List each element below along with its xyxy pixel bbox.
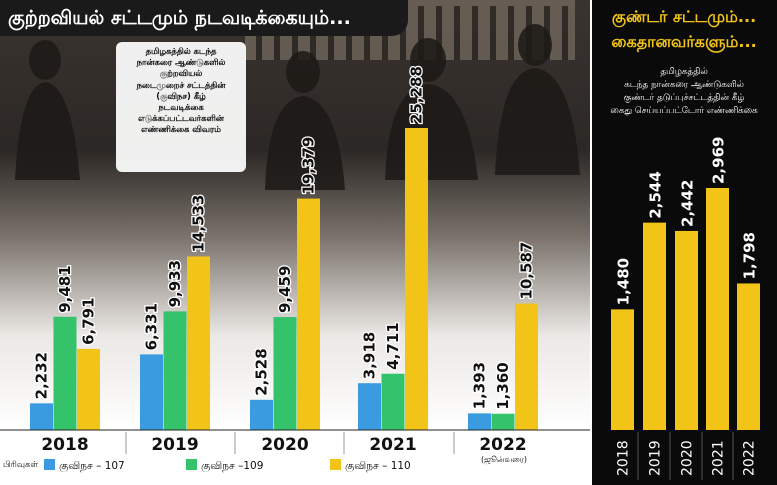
info-line: நான்கரை ஆண்டுகளில் (136, 57, 226, 68)
legend-swatch-blue (44, 459, 55, 470)
bar-2018-green (53, 316, 77, 430)
legend-label: குவிநச – 107 (59, 460, 125, 472)
right-x-tick-2020: 2020 (680, 440, 696, 476)
value-label-2019-green: 9,933 (166, 260, 184, 307)
right-value-labels: 1,480 2,544 2,442 2,969 1,798 (615, 137, 759, 306)
left-value-labels: 2,232 9,481 6,791 6,331 9,933 14,533 2,528 9,45… (31, 65, 537, 411)
value-label-2020-yellow: 19,379 (300, 137, 318, 195)
right-value-label-2021: 2,969 (710, 137, 728, 184)
right-bar-2021 (706, 188, 729, 430)
right-desc-line: கடந்த நான்கரை ஆண்டுகளில் (624, 80, 744, 90)
legend-item-110: குவிநச – 110 (330, 459, 411, 473)
bar-2021-green (381, 373, 405, 430)
right-desc-line: தமிழகத்தில் (660, 67, 708, 77)
right-value-label-2018: 1,480 (615, 258, 633, 305)
legend-swatch-green (186, 459, 197, 470)
bar-2019-yellow (187, 256, 210, 430)
bar-2021-yellow (405, 128, 428, 430)
right-bar-2018 (611, 309, 634, 430)
bar-2020-green (273, 317, 297, 430)
legend-item-107: குவிநச – 107 (44, 459, 125, 473)
info-line: நடவடிக்கை (158, 102, 204, 113)
value-label-2018-blue: 2,232 (33, 352, 51, 399)
value-label-2021-yellow: 25,288 (408, 66, 426, 124)
right-title-line: குண்டர் சட்டமும்... (611, 7, 757, 26)
bar-2019-green (163, 311, 187, 430)
bar-2018-blue (30, 403, 53, 430)
x-tick-2020: 2020 (261, 435, 308, 455)
right-value-label-2019: 2,544 (647, 171, 665, 218)
info-line: (குவிநச) கீழ் (156, 90, 206, 101)
x-tick-2019: 2019 (151, 435, 198, 455)
left-chart: 2,232 9,481 6,791 6,331 9,933 14,533 2,528 9,45… (0, 0, 590, 465)
value-label-2018-green: 9,481 (56, 265, 74, 312)
value-label-2020-blue: 2,528 (253, 348, 271, 395)
info-box: தமிழகத்தில் கடந்த நான்கரை ஆண்டுகளில் குற… (116, 42, 246, 172)
info-line: நடைமுறைச் சட்டத்தின் (136, 79, 226, 90)
value-label-2020-green: 9,459 (276, 266, 294, 313)
bar-2022-green (491, 413, 515, 430)
right-bars (611, 188, 760, 430)
value-label-2019-yellow: 14,533 (190, 195, 208, 253)
right-x-tick-2021: 2021 (711, 440, 727, 476)
axis-band (0, 430, 590, 456)
value-label-2019-blue: 6,331 (143, 303, 161, 350)
x-tick-2018: 2018 (41, 435, 88, 455)
info-line: எண்ணிக்கை விவரம் (141, 124, 221, 135)
bar-2022-blue (468, 413, 491, 430)
note-2022: (ஜூன்வரை) (481, 455, 527, 465)
right-desc-line: கைது செய்யப்பட்டோர் எண்ணிக்கை (610, 106, 758, 116)
legend-item-109: குவிநச –109 (186, 459, 263, 473)
value-label-2022-green: 1,360 (494, 362, 512, 409)
legend: பிரிவுகள் குவிநச – 107 குவிநச –109 குவிந… (0, 456, 590, 476)
right-x-tick-2019: 2019 (648, 440, 664, 476)
right-title-line: கைதானவர்களும்... (611, 32, 757, 51)
right-description: தமிழகத்தில் கடந்த நான்கரை ஆண்டுகளில் குண… (596, 66, 772, 118)
right-desc-line: குண்டர் தடுப்புச்சட்டத்தின் கீழ் (623, 93, 745, 103)
right-value-label-2022: 1,798 (741, 232, 759, 279)
legend-label: குவிநச –109 (201, 460, 264, 472)
right-x-tick-labels: 2018 2019 2020 2021 2022 (616, 432, 758, 480)
x-tick-2022: 2022 (479, 435, 526, 455)
info-line: தமிழகத்தில் கடந்த (145, 46, 217, 56)
bar-2019-blue (140, 354, 163, 430)
legend-prefix: பிரிவுகள் (3, 460, 39, 470)
value-label-2021-green: 4,711 (384, 322, 402, 369)
right-bar-2019 (643, 222, 666, 430)
value-label-2022-yellow: 10,587 (518, 242, 536, 300)
right-x-tick-2018: 2018 (616, 440, 632, 476)
left-x-tick-labels: 2018 2019 2020 2021 2022 (41, 432, 527, 455)
left-bars (30, 128, 538, 430)
info-line: எடுக்கப்பட்டவர்களின் (138, 113, 224, 124)
bar-2020-yellow (297, 198, 320, 430)
right-value-label-2020: 2,442 (679, 180, 697, 227)
left-title: குற்றவியல் சட்டமும் நடவடிக்கையும்... (0, 0, 408, 36)
bar-2018-yellow (77, 348, 100, 430)
value-label-2021-blue: 3,918 (361, 332, 379, 379)
value-label-2022-blue: 1,393 (471, 362, 489, 409)
right-x-tick-2022: 2022 (742, 440, 758, 476)
bar-2022-yellow (515, 303, 538, 430)
right-bar-2022 (737, 283, 760, 430)
value-label-2018-yellow: 6,791 (80, 297, 98, 344)
right-title: குண்டர் சட்டமும்... கைதானவர்களும்... (596, 4, 772, 54)
right-bar-2020 (675, 230, 698, 430)
legend-label: குவிநச – 110 (345, 460, 411, 472)
info-line: குற்றவியல் (159, 68, 203, 79)
x-tick-2021: 2021 (369, 435, 416, 455)
bar-2020-blue (250, 399, 273, 430)
bar-2021-blue (358, 383, 381, 430)
legend-swatch-yellow (330, 459, 341, 470)
